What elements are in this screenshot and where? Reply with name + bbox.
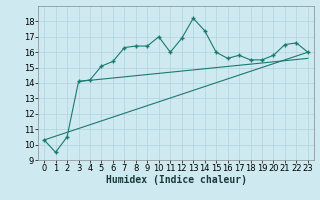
X-axis label: Humidex (Indice chaleur): Humidex (Indice chaleur) [106, 175, 246, 185]
